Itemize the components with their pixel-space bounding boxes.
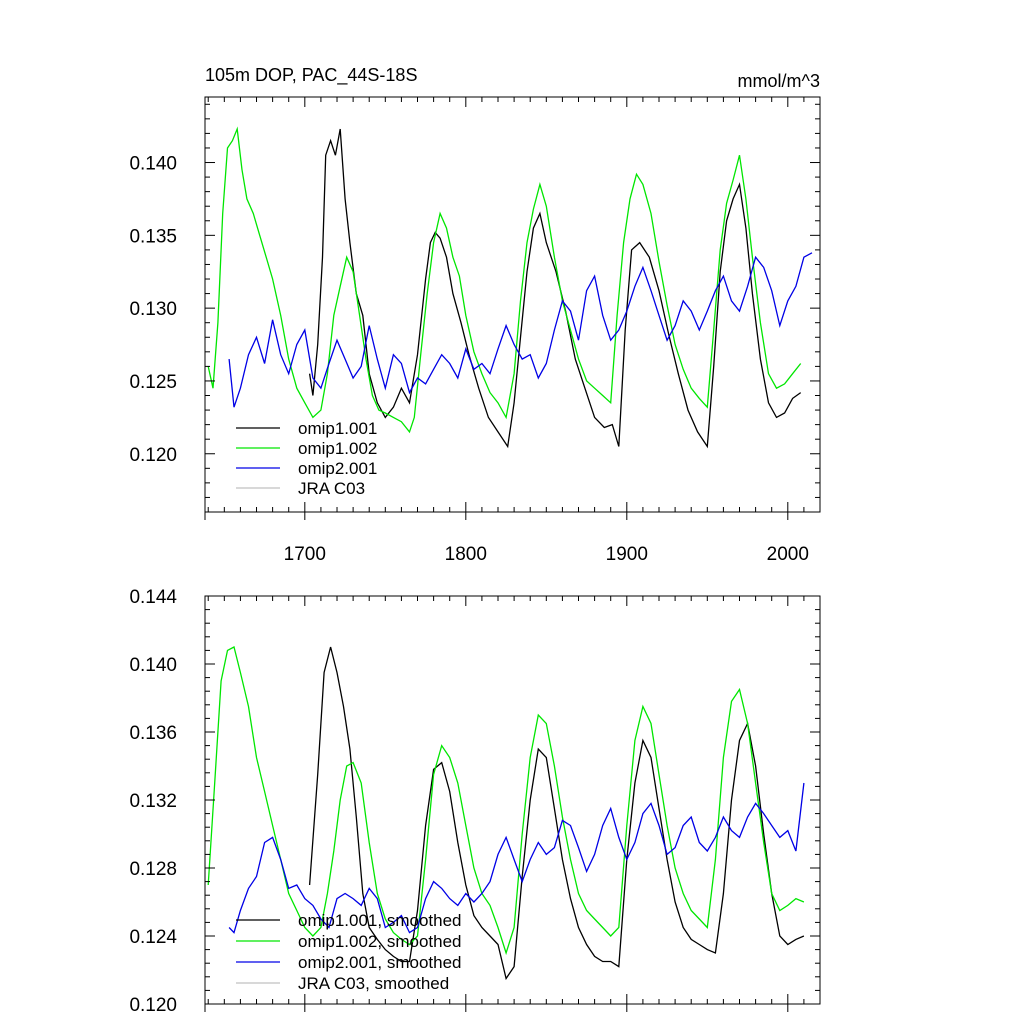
bottom-panel: 0.120 0.124 0.128 0.132 0.136 0.140 0.144 omip1… [129,587,821,1016]
x-tick-label: 1700 [284,544,326,565]
x-tick-label: 1800 [445,544,487,565]
chart-units: mmol/m^3 [738,71,820,91]
y-tick-label: 0.140 [129,154,177,175]
series-group [207,646,805,981]
series-line-omip2-001 [228,782,805,934]
y-tick-label: 0.120 [129,445,177,466]
y-tick-label: 0.132 [129,791,177,812]
y-tick-label: 0.120 [129,995,177,1016]
series-line-omip1-001 [308,128,802,449]
legend-label: omip2.001 [298,459,377,478]
y-tick-label: 0.125 [129,372,177,393]
y-tick-label: 0.136 [129,723,177,744]
chart-title: 105m DOP, PAC_44S-18S [205,65,417,86]
legend-label: JRA C03 [298,479,365,498]
series-line-omip1-001 [308,646,805,981]
y-tick-label: 0.144 [129,587,177,608]
y-tick-label: 0.128 [129,859,177,880]
y-tick-label: 0.140 [129,655,177,676]
series-group [207,126,813,449]
plot-frame [204,96,821,513]
x-tick-label: 2000 [767,544,809,565]
x-tick-label: 1900 [606,544,648,565]
legend-label: omip1.001, smoothed [298,911,462,930]
series-line-omip1-002 [207,126,802,434]
y-tick-label: 0.124 [129,927,177,948]
y-tick-label: 0.130 [129,299,177,320]
y-tick-label: 0.135 [129,226,177,247]
legend-label: omip1.002 [298,439,377,458]
top-panel: 0.120 0.125 0.130 0.135 0.140 1700 1800 1900 200… [129,96,821,565]
legend-label: omip1.002, smoothed [298,932,462,951]
legend-label: omip2.001, smoothed [298,953,462,972]
series-line-omip1-002 [207,646,805,956]
legend-label: JRA C03, smoothed [298,974,449,993]
legend: omip1.001, smoothed omip1.002, smoothed om… [236,911,462,993]
series-line-omip2-001 [228,252,813,408]
legend-label: omip1.001 [298,419,377,438]
